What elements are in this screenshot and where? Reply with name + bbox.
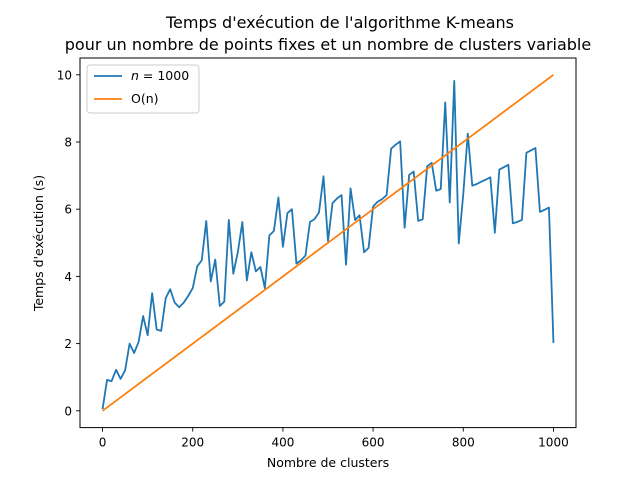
x-tick-label: 600 <box>362 436 385 450</box>
y-tick-label: 10 <box>57 68 72 82</box>
y-tick-label: 2 <box>64 337 72 351</box>
chart-subtitle: pour un nombre de points fixes et un nom… <box>65 35 591 54</box>
legend-label-on: O(n) <box>131 91 159 106</box>
legend-box <box>86 64 200 114</box>
y-axis-ticks: 0 2 4 6 8 10 <box>57 68 80 418</box>
legend-label-n1000: n = 1000 <box>131 68 189 83</box>
x-tick-label: 200 <box>181 436 204 450</box>
y-axis-label: Temps d'exécution (s) <box>31 175 46 312</box>
y-tick-label: 8 <box>64 136 72 150</box>
chart-title: Temps d'exécution de l'algorithme K-mean… <box>165 13 514 32</box>
legend-value-n: = 1000 <box>139 68 189 83</box>
y-tick-label: 0 <box>64 404 72 418</box>
x-tick-label: 0 <box>99 436 107 450</box>
legend-var-n: n <box>131 68 139 83</box>
x-tick-label: 400 <box>271 436 294 450</box>
x-axis-label: Nombre de clusters <box>267 455 389 470</box>
series-line-0 <box>101 79 555 410</box>
x-tick-label: 1000 <box>538 436 569 450</box>
series-line-1 <box>102 74 554 412</box>
plot-frame <box>79 57 577 429</box>
x-tick-label: 800 <box>452 436 475 450</box>
legend: n = 1000 O(n) <box>86 64 200 114</box>
y-tick-label: 6 <box>64 203 72 217</box>
x-axis-ticks: 0 200 400 600 800 1000 <box>99 427 569 450</box>
plot-series-group <box>101 74 555 412</box>
y-tick-label: 4 <box>64 270 72 284</box>
